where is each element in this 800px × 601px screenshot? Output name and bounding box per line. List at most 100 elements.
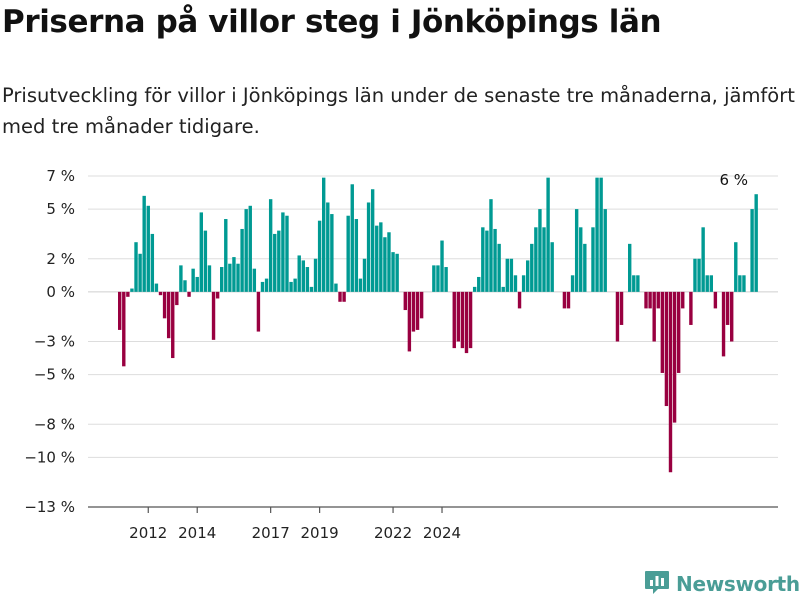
bar bbox=[628, 243, 632, 292]
bar bbox=[146, 205, 150, 292]
y-tick-label: −5 % bbox=[34, 366, 75, 384]
bar bbox=[456, 291, 461, 342]
bar bbox=[632, 275, 636, 292]
chart-subtitle: Prisutveckling för villor i Jönköpings l… bbox=[2, 84, 795, 138]
x-tick-label: 2014 bbox=[178, 524, 216, 542]
bar bbox=[672, 291, 677, 423]
bar bbox=[440, 240, 444, 292]
bar bbox=[301, 260, 305, 292]
bar bbox=[407, 291, 412, 352]
bar bbox=[122, 291, 126, 367]
bar bbox=[493, 228, 497, 292]
bar bbox=[636, 275, 640, 292]
newsworthy-logo-icon bbox=[644, 568, 670, 600]
bar bbox=[224, 219, 228, 292]
bar bbox=[191, 268, 195, 292]
bar bbox=[211, 291, 216, 340]
bar bbox=[513, 275, 518, 292]
bar bbox=[370, 189, 375, 292]
bar bbox=[220, 267, 224, 292]
bar bbox=[676, 291, 681, 373]
bar bbox=[260, 281, 265, 292]
bar bbox=[505, 258, 509, 292]
bar bbox=[187, 291, 191, 297]
bar bbox=[436, 265, 440, 292]
bar bbox=[713, 291, 718, 309]
bar bbox=[697, 258, 701, 292]
brand-logo[interactable]: Newsworthy bbox=[644, 567, 800, 601]
bar bbox=[240, 228, 244, 292]
bar bbox=[273, 233, 277, 292]
bar bbox=[195, 276, 199, 292]
bar bbox=[309, 286, 314, 292]
y-tick-label: 0 % bbox=[46, 283, 75, 301]
bar bbox=[162, 291, 167, 319]
bar bbox=[338, 291, 342, 302]
bar bbox=[591, 227, 595, 292]
bar bbox=[583, 243, 587, 292]
bar bbox=[562, 291, 567, 309]
bar bbox=[419, 291, 424, 319]
bar bbox=[293, 278, 297, 292]
bar bbox=[530, 243, 534, 292]
bar bbox=[725, 291, 730, 325]
bar bbox=[118, 291, 122, 330]
bar bbox=[599, 177, 603, 292]
bar bbox=[342, 291, 346, 302]
bar bbox=[277, 230, 281, 292]
bar bbox=[709, 275, 713, 292]
bar bbox=[183, 280, 187, 292]
y-axis-tick-labels: 7 % 5 % 2 % 0 % −3 % −5 % −8 % −10 % −13 % bbox=[24, 167, 75, 516]
bar bbox=[158, 291, 163, 296]
y-tick-label: 2 % bbox=[46, 250, 75, 268]
bar bbox=[603, 209, 607, 292]
bar bbox=[199, 212, 203, 292]
bar bbox=[464, 291, 469, 354]
bar bbox=[215, 291, 220, 299]
bar bbox=[644, 291, 648, 309]
bars bbox=[118, 177, 758, 473]
bar bbox=[693, 258, 697, 292]
bar bbox=[354, 219, 359, 292]
bar bbox=[411, 291, 416, 332]
bar bbox=[256, 291, 261, 332]
bar bbox=[550, 242, 554, 292]
bar bbox=[481, 227, 485, 292]
bar bbox=[264, 278, 269, 292]
x-tick-label: 2017 bbox=[252, 524, 290, 542]
bar bbox=[395, 253, 399, 292]
chart-title: Priserna på villor steg i Jönköpings län bbox=[2, 4, 662, 40]
bar bbox=[730, 291, 734, 342]
bar bbox=[252, 268, 257, 292]
bar bbox=[154, 283, 159, 292]
bar bbox=[244, 209, 248, 292]
bar bbox=[742, 275, 746, 292]
bar bbox=[526, 260, 530, 292]
bar bbox=[509, 258, 514, 292]
bar bbox=[248, 205, 252, 292]
bar bbox=[754, 194, 758, 292]
bar bbox=[705, 275, 709, 292]
bar bbox=[232, 257, 236, 292]
bar bbox=[138, 253, 142, 292]
bar bbox=[534, 227, 538, 292]
y-tick-label: −8 % bbox=[34, 415, 75, 433]
bar bbox=[660, 291, 665, 373]
bar bbox=[285, 215, 289, 292]
bar bbox=[228, 263, 232, 292]
bar bbox=[268, 199, 273, 292]
bar bbox=[281, 212, 285, 292]
bar bbox=[150, 233, 155, 292]
bar bbox=[579, 227, 583, 292]
bar bbox=[477, 276, 481, 292]
bar bbox=[566, 291, 571, 309]
bar bbox=[648, 291, 652, 309]
bar bbox=[313, 258, 318, 292]
bar bbox=[142, 195, 146, 292]
bar bbox=[734, 242, 738, 292]
brand-name: Newsworthy bbox=[676, 572, 800, 596]
bar bbox=[236, 263, 240, 292]
bar bbox=[126, 291, 130, 297]
bar bbox=[668, 291, 673, 473]
bar bbox=[432, 265, 436, 292]
